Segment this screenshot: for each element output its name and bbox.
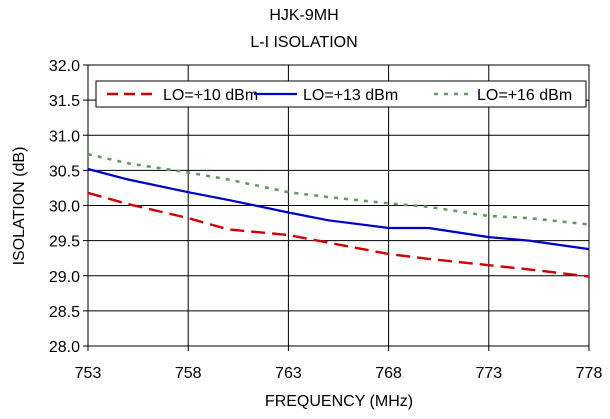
legend: LO=+10 dBm LO=+13 dBm LO=+16 dBm <box>95 80 587 108</box>
series-line-2 <box>87 152 590 226</box>
legend-box <box>95 80 587 108</box>
x-tick-label: 753 <box>75 365 102 382</box>
legend-label-lo13: LO=+13 dBm <box>303 87 398 104</box>
legend-label-lo10: LO=+10 dBm <box>163 87 258 104</box>
y-tick-label: 30.0 <box>49 199 80 216</box>
x-tick-label: 778 <box>576 365 603 382</box>
grid-lines <box>87 64 590 347</box>
y-axis-ticks: 28.0 28.5 29.0 29.5 30.0 30.5 31.0 31.5 32.0 <box>49 58 88 356</box>
legend-label-lo16: LO=+16 dBm <box>477 87 572 104</box>
x-axis-ticks: 753 758 763 768 773 778 <box>75 346 603 382</box>
x-tick-label: 763 <box>275 365 302 382</box>
y-tick-label: 31.0 <box>49 128 80 145</box>
chart-subtitle: L-I ISOLATION <box>250 34 357 51</box>
y-axis-label: ISOLATION (dB) <box>11 147 28 266</box>
data-series <box>87 152 590 278</box>
chart-title: HJK-9MH <box>269 7 338 24</box>
x-tick-label: 773 <box>475 365 502 382</box>
y-tick-label: 29.5 <box>49 234 80 251</box>
y-tick-label: 30.5 <box>49 163 80 180</box>
x-tick-label: 768 <box>375 365 402 382</box>
y-tick-label: 28.0 <box>49 339 80 356</box>
x-axis-label: FREQUENCY (MHz) <box>265 393 413 410</box>
y-tick-label: 29.0 <box>49 269 80 286</box>
y-tick-label: 31.5 <box>49 93 80 110</box>
series-line-1 <box>87 167 590 251</box>
y-tick-label: 28.5 <box>49 304 80 321</box>
x-tick-label: 758 <box>175 365 202 382</box>
series-line-0 <box>87 191 590 278</box>
y-tick-label: 32.0 <box>49 58 80 75</box>
